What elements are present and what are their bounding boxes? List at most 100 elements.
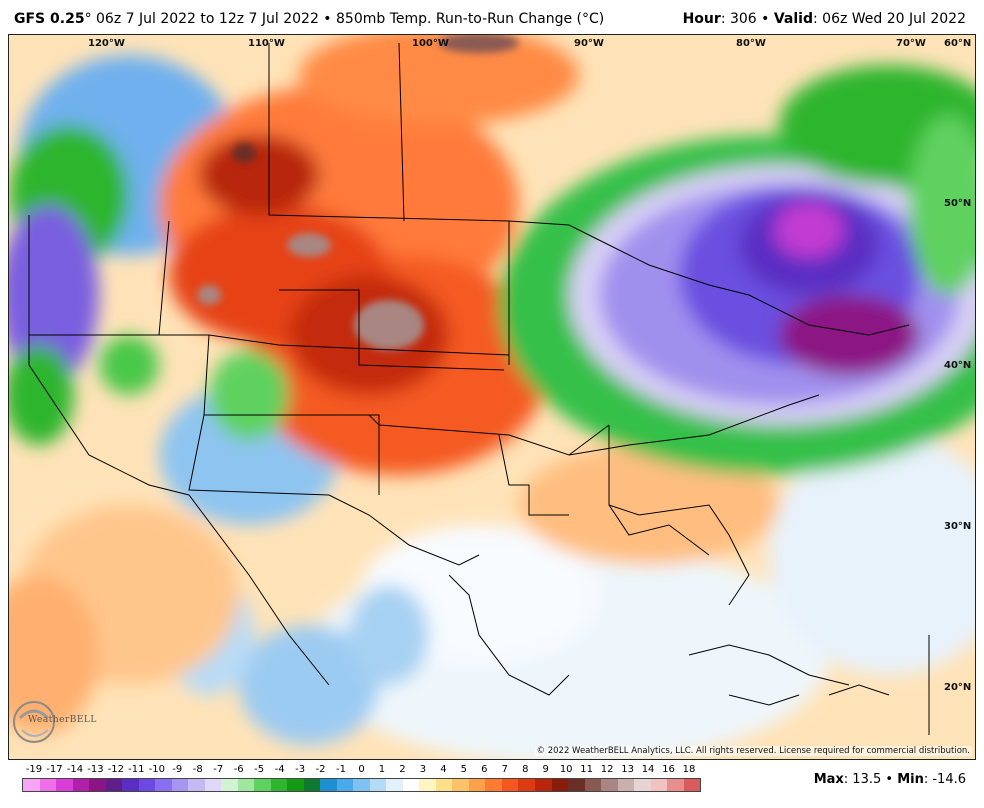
colorbar-label: 8 <box>522 764 529 775</box>
lat-label-30n: 30°N <box>944 521 972 532</box>
lon-label-100w: 100°W <box>412 38 449 49</box>
colorbar-swatch <box>501 779 519 791</box>
colorbar-label: -4 <box>274 764 285 775</box>
colorbar-swatch <box>650 779 668 791</box>
colorbar-swatch <box>89 779 106 791</box>
degree-sign: ° <box>84 11 92 27</box>
colorbar-swatch <box>485 779 502 791</box>
colorbar-swatch <box>320 779 337 791</box>
colorbar-label: -13 <box>87 764 104 775</box>
colorbar-label: 12 <box>600 764 614 775</box>
min-value: : -14.6 <box>923 772 966 787</box>
colorbar-swatch <box>518 779 535 791</box>
colorbar-label: 7 <box>501 764 508 775</box>
max-min-stats: Max: 13.5 • Min: -14.6 <box>814 772 966 787</box>
valid-label: Valid <box>773 11 813 27</box>
colorbar-label: -19 <box>25 764 43 775</box>
colorbar-swatch <box>122 779 139 791</box>
lon-label-80w: 80°W <box>736 38 766 49</box>
copyright-notice: © 2022 WeatherBELL Analytics, LLC. All r… <box>534 746 972 756</box>
colorbar-swatch <box>138 779 156 791</box>
lon-label-110w: 110°W <box>248 38 285 49</box>
colorbar-label: 10 <box>559 764 573 775</box>
colorbar-label: -11 <box>128 764 145 775</box>
colorbar-swatch <box>287 779 304 791</box>
colorbar-swatch <box>336 779 354 791</box>
map-title: GFS 0.25° 06z 7 Jul 2022 to 12z 7 Jul 20… <box>14 11 604 27</box>
colorbar-swatch <box>56 779 73 791</box>
valid-value: : 06z Wed 20 Jul 2022 <box>813 11 966 27</box>
colorbar-swatch <box>369 779 387 791</box>
colorbar-label: 14 <box>641 764 655 775</box>
colorbar-label: -1 <box>336 764 347 775</box>
colorbar-swatch <box>667 779 684 791</box>
logo-text: WeatherBELL <box>28 715 97 725</box>
colorbar-swatch <box>551 779 569 791</box>
colorbar-label: -9 <box>172 764 183 775</box>
colorbar-swatch <box>105 779 123 791</box>
colorbar-swatch <box>188 779 205 791</box>
colorbar-swatch <box>617 779 635 791</box>
lat-label-20n: 20°N <box>944 682 972 693</box>
colorbar-swatch <box>634 779 651 791</box>
lat-label-60n: 60°N <box>944 38 972 49</box>
colorbar-label: -12 <box>107 764 125 775</box>
colorbar-label: 5 <box>460 764 468 775</box>
colorbar-label: -10 <box>148 764 165 775</box>
colorbar-label: 6 <box>481 764 488 775</box>
colorbar-swatch <box>221 779 238 791</box>
colorbar-swatch <box>303 779 321 791</box>
colorbar-swatch <box>435 779 453 791</box>
colorbar-label: -7 <box>213 764 224 775</box>
colorbar-swatch <box>270 779 288 791</box>
colorbar-swatch <box>584 779 602 791</box>
colorbar-swatch <box>402 779 420 791</box>
lon-label-90w: 90°W <box>574 38 604 49</box>
colorbar-label: 16 <box>662 764 675 775</box>
colorbar-swatch <box>237 779 255 791</box>
colorbar-label: 1 <box>378 764 386 775</box>
valid-time: Hour: 306 • Valid: 06z Wed 20 Jul 2022 <box>683 11 966 27</box>
lon-label-120w: 120°W <box>88 38 125 49</box>
colorbar-swatch <box>568 779 585 791</box>
colorbar-swatch <box>72 779 90 791</box>
colorbar-label: -17 <box>46 764 63 775</box>
lon-label-70w: 70°W <box>896 38 926 49</box>
colorbar-swatch <box>171 779 189 791</box>
colorbar-label: -6 <box>233 764 244 775</box>
colorbar-label: -5 <box>254 764 265 775</box>
colorbar-label: 18 <box>682 764 696 775</box>
colorbar <box>22 778 701 792</box>
hour-label: Hour <box>682 11 721 27</box>
colorbar-swatch <box>386 779 403 791</box>
model-name: GFS 0.25 <box>14 11 85 27</box>
max-value: : 13.5 • <box>843 772 898 787</box>
run-info: 06z 7 Jul 2022 to 12z 7 Jul 2022 • 850mb… <box>91 11 605 27</box>
colorbar-swatch <box>419 779 436 791</box>
colorbar-label: -3 <box>295 764 306 775</box>
map-panel[interactable] <box>8 34 976 760</box>
min-label: Min <box>897 772 924 787</box>
lat-label-40n: 40°N <box>944 360 972 371</box>
colorbar-swatch <box>468 779 486 791</box>
colorbar-swatch <box>683 779 701 791</box>
colorbar-swatch <box>534 779 552 791</box>
colorbar-label: 0 <box>358 764 365 775</box>
colorbar-swatch <box>23 779 40 791</box>
colorbar-labels: -19 -17 -14 -13 -12 -11 -10 -9 -8 -7 -6 -5 -4 -3 -2 -1 0… <box>22 764 701 776</box>
colorbar-label: -14 <box>66 764 84 775</box>
colorbar-label: 11 <box>580 764 594 775</box>
colorbar-label: 4 <box>440 764 447 775</box>
weatherbell-logo <box>13 701 55 743</box>
header-bar: GFS 0.25° 06z 7 Jul 2022 to 12z 7 Jul 20… <box>0 0 984 34</box>
colorbar-label: -2 <box>315 764 326 775</box>
colorbar-swatch <box>254 779 271 791</box>
lat-label-50n: 50°N <box>944 198 972 209</box>
colorbar-label: 13 <box>621 764 634 775</box>
colorbar-label: 3 <box>419 764 427 775</box>
colorbar-swatch <box>353 779 370 791</box>
temperature-change-field <box>9 35 975 759</box>
colorbar-swatch <box>155 779 172 791</box>
colorbar-label: 2 <box>399 764 406 775</box>
colorbar-label: 9 <box>542 764 549 775</box>
